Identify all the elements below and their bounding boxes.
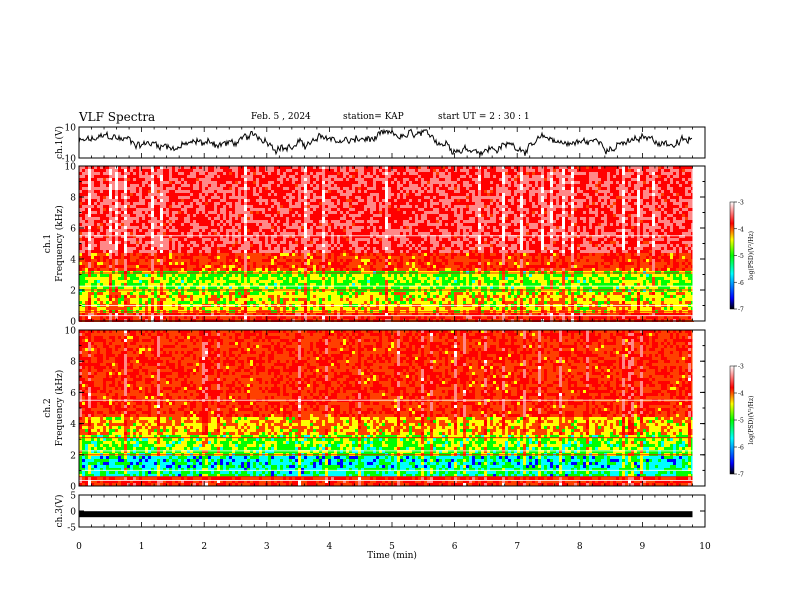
ch1-spectrogram-ylabel-1: Frequency (kHz) bbox=[54, 205, 65, 282]
ch1-waveform-ylabel-0: ch.1(V) bbox=[54, 126, 65, 159]
ch2-spectrogram-ylabel-0: ch.2 bbox=[43, 398, 53, 417]
ch1-spectrogram-ytick-4: 4 bbox=[70, 256, 76, 266]
ch1-spectrogram-cbtick--7: -7 bbox=[738, 307, 744, 314]
ch1-spectrogram-cells bbox=[79, 166, 694, 322]
ch1-spectrogram-ytick-8: 8 bbox=[70, 194, 76, 204]
xtick-10: 10 bbox=[699, 542, 711, 552]
ch1-spectrogram-ylabel-0: ch.1 bbox=[43, 234, 53, 253]
ch1-spectrogram-cbtick--5: -5 bbox=[738, 253, 744, 260]
xtick-7: 7 bbox=[514, 542, 520, 552]
xtick-2: 2 bbox=[201, 542, 207, 552]
ch3-waveform-ylabel-0: ch.3(V) bbox=[54, 495, 65, 528]
ch2-spectrogram-cbtick--3: -3 bbox=[738, 364, 744, 371]
ch1-spectrogram-colorbar-label: log(PSD)(V²/Hz) bbox=[748, 231, 755, 280]
ch1-spectrogram-ytick-6: 6 bbox=[70, 225, 76, 235]
ch1-spectrogram-colorbar: -3 -4 -5 -6 -7 log(PSD)(V²/Hz) bbox=[730, 200, 755, 314]
plot-area: 10-10ch.1(V)0246810ch.1 Frequency (kHz)02… bbox=[0, 0, 792, 612]
ch1-spectrogram-colorbar-scale bbox=[730, 202, 734, 309]
ch2-spectrogram-cbtick--7: -7 bbox=[738, 472, 744, 479]
ch3-waveform-ytick-5: 5 bbox=[70, 492, 76, 502]
ch2-spectrogram-ytick-4: 4 bbox=[70, 420, 76, 430]
ch2-spectrogram-colorbar: -3 -4 -5 -6 -7 log(PSD)(V²/Hz) bbox=[730, 364, 755, 479]
ch3-waveform-panel: 5 0 -5ch.3(V) bbox=[54, 492, 705, 534]
ch1-spectrogram-cbtick--4: -4 bbox=[738, 226, 744, 233]
ch2-spectrogram-ytick-6: 6 bbox=[70, 389, 76, 399]
ch1-spectrogram-cbtick--6: -6 bbox=[738, 280, 744, 287]
xtick-3: 3 bbox=[264, 542, 270, 552]
ch1-waveform-ytick-10: 10 bbox=[65, 124, 77, 134]
xtick-0: 0 bbox=[76, 542, 82, 552]
x-axis-label: Time (min) bbox=[367, 550, 417, 561]
ch2-spectrogram-ytick-10: 10 bbox=[65, 327, 77, 337]
ch2-spectrogram-cbtick--5: -5 bbox=[738, 418, 744, 425]
ch1-spectrogram-ytick-10: 10 bbox=[65, 163, 77, 173]
xtick-8: 8 bbox=[577, 542, 583, 552]
ch1-waveform-trace bbox=[79, 129, 692, 155]
ch3-waveform-ytick--5: -5 bbox=[67, 524, 76, 534]
ch2-spectrogram-ytick-8: 8 bbox=[70, 358, 76, 368]
ch1-spectrogram-ytick-2: 2 bbox=[70, 287, 76, 297]
xtick-9: 9 bbox=[640, 542, 646, 552]
ch2-spectrogram-colorbar-scale bbox=[730, 366, 734, 474]
ch2-spectrogram-ytick-2: 2 bbox=[70, 451, 76, 461]
xtick-1: 1 bbox=[139, 542, 145, 552]
xtick-4: 4 bbox=[327, 542, 333, 552]
ch1-spectrogram-cbtick--3: -3 bbox=[738, 200, 744, 207]
ch2-spectrogram-ylabel-1: Frequency (kHz) bbox=[54, 370, 65, 447]
ch2-spectrogram-cbtick--4: -4 bbox=[738, 391, 744, 398]
ch2-spectrogram-cells bbox=[79, 330, 694, 486]
ch2-spectrogram-colorbar-label: log(PSD)(V²/Hz) bbox=[748, 396, 755, 445]
ch3-waveform-ytick-0: 0 bbox=[70, 508, 76, 518]
vlf-spectra-figure: VLF Spectra Feb. 5 , 2024 station= KAP s… bbox=[0, 0, 792, 612]
ch2-spectrogram-cbtick--6: -6 bbox=[738, 445, 744, 452]
xtick-6: 6 bbox=[452, 542, 458, 552]
ch3-waveform-trace bbox=[79, 511, 692, 517]
